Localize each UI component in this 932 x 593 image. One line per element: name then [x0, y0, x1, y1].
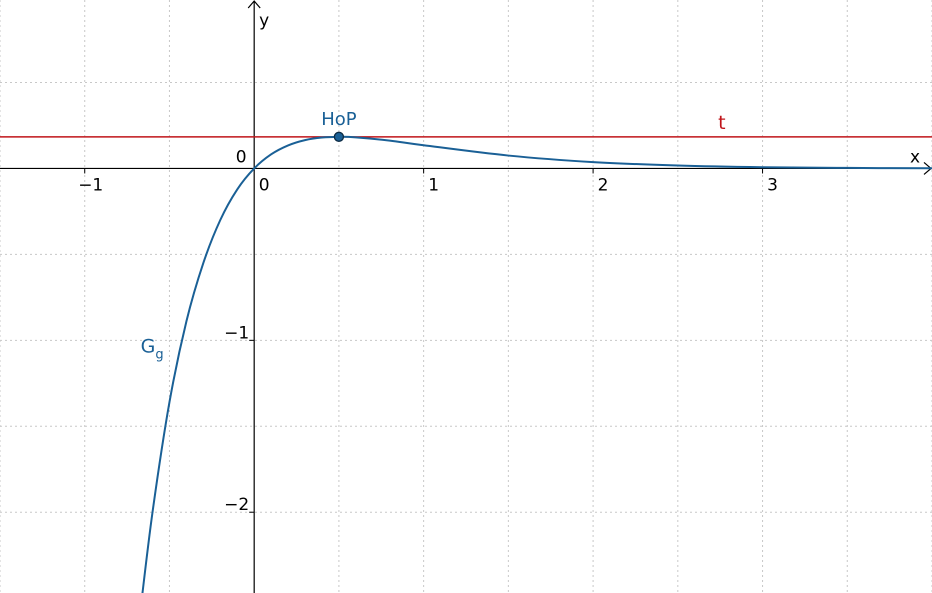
origin-label: 0 [236, 147, 247, 167]
x-axis-label: x [910, 147, 920, 167]
x-tick-label: 3 [767, 175, 778, 195]
graph-label: Gg [141, 335, 164, 362]
x-tick-label: 0 [259, 175, 270, 195]
high-point-label: HoP [321, 109, 357, 130]
tangent-label: t [718, 112, 725, 134]
y-axis-arrowhead [247, 0, 261, 9]
axis-ticks: −1 0 1 2 3 −1 −2 [78, 168, 778, 515]
y-tick-label: −1 [224, 323, 249, 343]
x-tick-label: 2 [598, 175, 609, 195]
y-axis-label: y [259, 11, 269, 31]
graph-curve [141, 135, 932, 593]
high-point-marker [333, 131, 345, 142]
y-tick-label: −2 [224, 495, 249, 515]
graph-label-name: G [141, 335, 156, 357]
x-tick-label: 1 [428, 175, 439, 195]
graph-label-subscript: g [155, 347, 163, 362]
x-tick-label: −1 [78, 175, 103, 195]
